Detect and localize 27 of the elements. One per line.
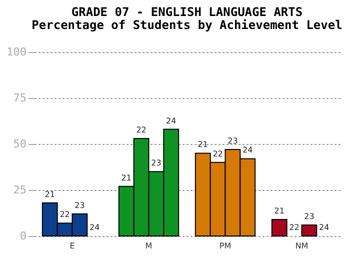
chart-subtitle: Percentage of Students by Achievement Level (32, 18, 342, 32)
text: 22 (289, 223, 300, 232)
series-label: 24 (166, 116, 176, 126)
y-tick-label: 25 (13, 184, 26, 196)
text: 23 (304, 212, 314, 221)
text: 24 (319, 223, 330, 232)
x-tick-label: M (145, 242, 152, 250)
text: 21 (274, 206, 284, 216)
text: 23 (151, 158, 162, 168)
text: 22 (136, 125, 146, 134)
x-tick-label: E (70, 242, 75, 250)
series-label: 23 (74, 200, 85, 210)
series-label: 22 (60, 210, 70, 220)
text: 24 (242, 146, 253, 155)
y-tick-label: 100 (6, 46, 26, 58)
text: 23 (228, 136, 238, 146)
y-tick-label: 50 (13, 138, 26, 150)
x-tick-label: NM (295, 242, 308, 250)
text: 22 (212, 149, 223, 158)
x-tick-label: PM (219, 242, 232, 250)
y-tick-label: 0 (20, 230, 26, 242)
text: 24 (90, 223, 100, 232)
y-tick-label: 75 (13, 92, 26, 104)
text: 21 (121, 173, 132, 182)
chart-title: GRADE 07 - ENGLISH LANGUAGE ARTS (71, 5, 303, 19)
text: 21 (198, 140, 208, 150)
series-label: 21 (44, 190, 55, 199)
